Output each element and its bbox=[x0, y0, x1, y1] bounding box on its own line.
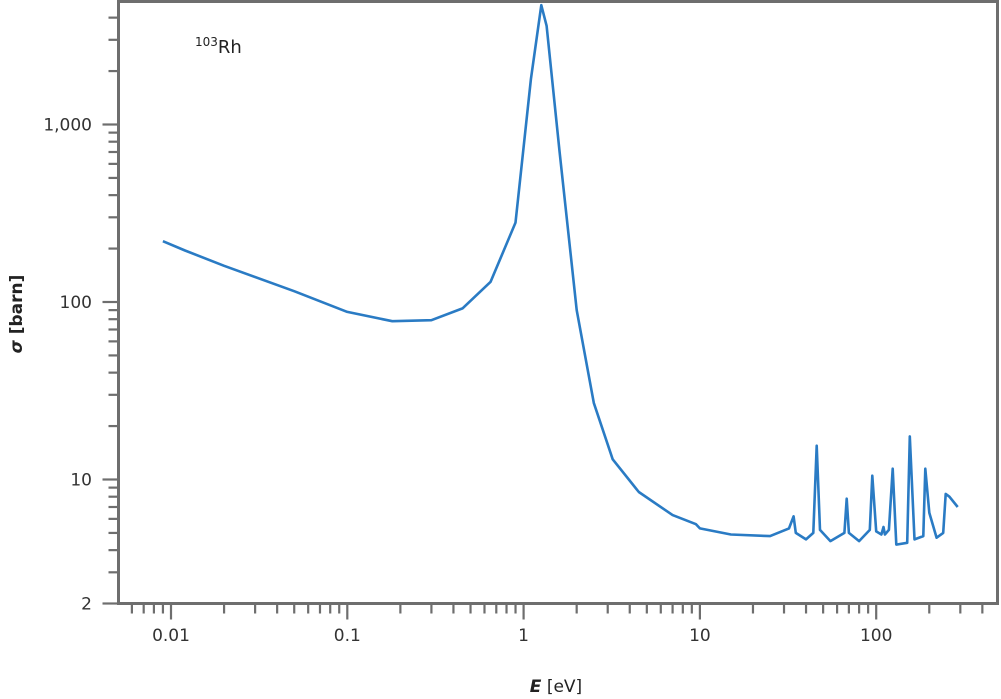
cross-section-line bbox=[162, 3, 959, 546]
x-axis-unit: [eV] bbox=[541, 677, 582, 697]
y-tick-label: 2 bbox=[81, 595, 92, 615]
x-tick-label: 10 bbox=[689, 626, 711, 646]
y-axis-unit: [barn] bbox=[7, 275, 27, 341]
y-axis-symbol: σ bbox=[7, 339, 27, 353]
isotope-annotation: 103Rh bbox=[195, 35, 242, 58]
y-tick-label: 1,000 bbox=[43, 116, 92, 136]
x-tick-label: 1 bbox=[518, 626, 529, 646]
y-axis-title: σ [barn] bbox=[7, 275, 27, 354]
x-axis-title: E [eV] bbox=[530, 677, 582, 697]
major-ticks bbox=[102, 123, 878, 620]
minor-ticks bbox=[108, 16, 984, 614]
y-tick-label: 10 bbox=[70, 471, 92, 491]
x-tick-label: 0.01 bbox=[152, 626, 190, 646]
x-tick-label: 100 bbox=[860, 626, 892, 646]
y-axis-tick-labels: 2 10 100 1,000 bbox=[43, 116, 92, 615]
x-tick-label: 0.1 bbox=[334, 626, 361, 646]
plot-frame bbox=[117, 0, 999, 605]
x-axis-tick-labels: 0.01 0.1 1 10 100 bbox=[152, 626, 892, 646]
isotope-mass-number: 103 bbox=[195, 35, 218, 49]
y-tick-label: 100 bbox=[60, 293, 92, 313]
x-axis-symbol: E bbox=[530, 677, 542, 697]
isotope-symbol: Rh bbox=[218, 37, 242, 58]
